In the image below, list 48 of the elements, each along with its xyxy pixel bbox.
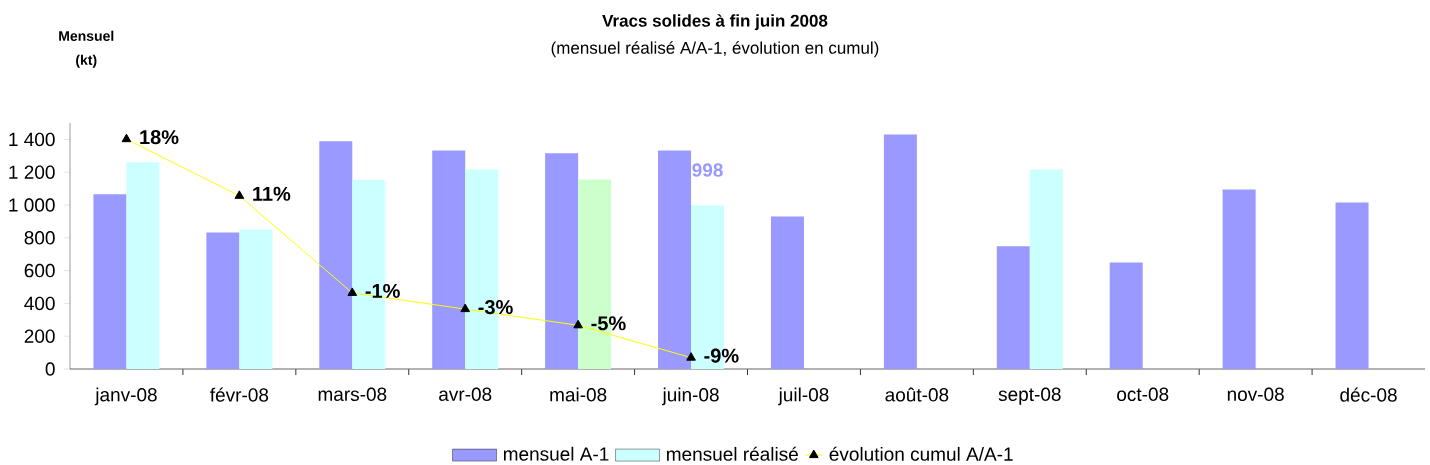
x-tick-label: janv-08 xyxy=(94,387,157,406)
bar xyxy=(1222,189,1256,369)
bar xyxy=(545,153,579,369)
x-tick-label: mai-08 xyxy=(550,387,607,402)
y-tick-label: 0 xyxy=(45,362,55,376)
x-tick-label: déc-08 xyxy=(1340,387,1397,402)
y-tick-label: 400 xyxy=(24,296,55,311)
data-label: 998 xyxy=(692,163,723,177)
legend-label: mensuel A-1 xyxy=(503,446,609,461)
chart-subtitle: (mensuel réalisé A/A-1, évolution en cumul) xyxy=(551,41,879,58)
x-tick-label: juil-08 xyxy=(778,387,829,406)
data-label: -3% xyxy=(478,300,513,315)
y-tick-label: 200 xyxy=(24,329,55,343)
data-label: -5% xyxy=(591,316,626,331)
y-tick-label: 800 xyxy=(24,231,55,245)
x-tick-label: févr-08 xyxy=(210,387,269,402)
x-tick-label: sept-08 xyxy=(998,387,1061,405)
legend-label: évolution cumul A/A-1 xyxy=(829,446,1013,461)
bar xyxy=(1109,262,1143,369)
y-tick-label: 1 000 xyxy=(9,198,55,212)
chart-title: Vracs solides à fin juin 2008 xyxy=(602,14,828,31)
data-label: -1% xyxy=(365,283,400,298)
bar xyxy=(319,141,353,369)
data-label: -9% xyxy=(704,348,739,363)
y-tick-label: 600 xyxy=(24,263,55,278)
data-label: 18% xyxy=(140,130,179,145)
bar xyxy=(206,232,240,369)
x-tick-label: nov-08 xyxy=(1227,387,1284,401)
bar xyxy=(658,150,692,369)
bar xyxy=(770,216,804,369)
bar xyxy=(1335,202,1369,369)
bar xyxy=(432,150,466,369)
x-tick-label: mars-08 xyxy=(318,387,387,401)
bar xyxy=(93,194,127,369)
y-tick-label: 1 400 xyxy=(9,132,55,147)
y-tick-label: 1 200 xyxy=(9,165,55,179)
bar xyxy=(883,134,917,369)
bar xyxy=(239,229,273,369)
x-tick-label: avr-08 xyxy=(439,387,492,401)
legend-label: mensuel réalisé xyxy=(667,446,798,461)
x-tick-label: juin-08 xyxy=(662,387,719,406)
x-tick-label: août-08 xyxy=(885,387,949,402)
bar xyxy=(996,246,1030,369)
bar xyxy=(126,162,160,369)
data-label: 11% xyxy=(253,186,291,201)
x-tick-label: oct-08 xyxy=(1117,387,1169,401)
y-axis-title: Mensuel (kt) xyxy=(59,30,114,68)
bar xyxy=(1029,169,1063,369)
